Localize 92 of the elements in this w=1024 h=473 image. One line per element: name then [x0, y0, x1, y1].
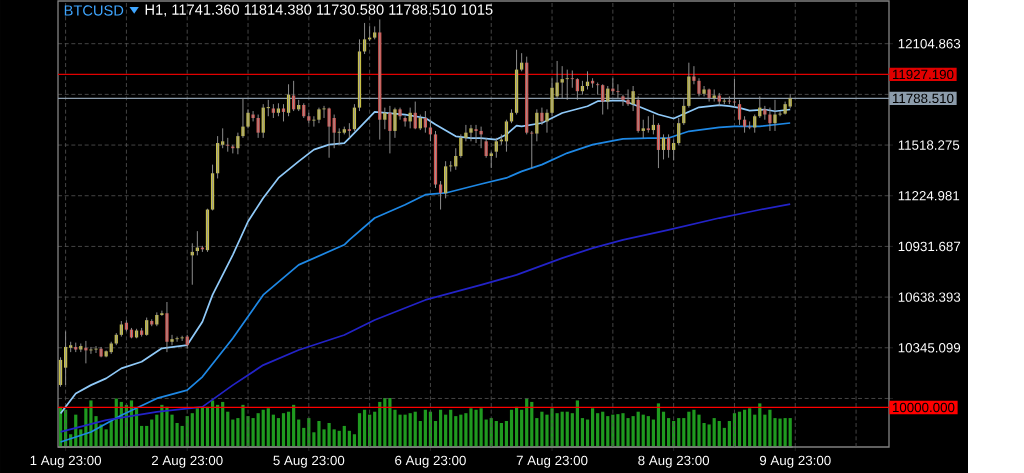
- bar: [682, 418, 686, 447]
- bar: [560, 411, 564, 447]
- bar: [357, 413, 362, 447]
- bar: [788, 418, 792, 447]
- bar: [281, 413, 286, 447]
- bar: [737, 411, 742, 447]
- bar: [342, 425, 346, 447]
- bar: [104, 429, 108, 447]
- bar: [226, 411, 230, 447]
- ref-line-label: 11927.190: [892, 69, 954, 80]
- x-tick-label: 2 Aug 23:00: [151, 455, 223, 468]
- bar: [575, 400, 579, 447]
- bar: [687, 411, 691, 447]
- bar: [753, 414, 757, 447]
- bar: [261, 409, 265, 447]
- y-tick-label: 12104.863: [898, 38, 961, 49]
- bar: [555, 413, 559, 447]
- bar: [266, 408, 270, 447]
- bar: [332, 429, 336, 447]
- bar: [373, 411, 377, 447]
- bar: [717, 421, 721, 447]
- bar: [677, 418, 681, 447]
- ref-line-label: 10000.000: [892, 402, 955, 413]
- bar: [494, 421, 498, 447]
- bar: [742, 409, 747, 447]
- y-tick-label: 10345.099: [898, 343, 961, 353]
- bar: [504, 421, 509, 447]
- bar: [646, 416, 650, 447]
- bar: [763, 414, 767, 447]
- x-tick-label: 1 Aug 23:00: [30, 455, 102, 468]
- bar: [596, 413, 600, 447]
- bar: [758, 403, 762, 447]
- bar: [413, 411, 417, 447]
- y-tick-label: 11518.275: [898, 140, 960, 150]
- bar: [454, 416, 458, 447]
- x-tick-label: 7 Aug 23:00: [516, 455, 588, 468]
- y-tick-label: 10638.393: [898, 292, 961, 302]
- y-tick-label: 11224.981: [898, 191, 960, 201]
- bar: [195, 408, 199, 447]
- bar: [286, 411, 291, 447]
- bar: [190, 413, 194, 447]
- bar: [509, 409, 514, 447]
- bar: [276, 418, 281, 447]
- bar: [520, 409, 524, 447]
- bar: [666, 418, 671, 447]
- bar: [712, 418, 716, 447]
- bar: [590, 408, 595, 447]
- chart-title: BTCUSD: [64, 5, 124, 16]
- bar: [433, 421, 438, 447]
- x-tick-label: 9 Aug 23:00: [759, 455, 831, 468]
- bar: [423, 409, 427, 447]
- bar: [140, 425, 144, 447]
- bar: [408, 413, 412, 447]
- bar: [499, 422, 503, 447]
- bar: [606, 416, 610, 447]
- bar: [378, 401, 382, 447]
- bar: [641, 414, 645, 447]
- bar: [707, 424, 711, 447]
- bar: [221, 401, 225, 447]
- bar: [601, 411, 605, 447]
- bar: [444, 414, 448, 447]
- bar: [449, 409, 453, 447]
- x-tick-label: 6 Aug 23:00: [395, 455, 466, 468]
- bar: [565, 411, 569, 447]
- bar: [748, 408, 752, 447]
- bar: [636, 411, 640, 447]
- bar: [236, 418, 240, 447]
- bar: [271, 414, 275, 447]
- bar: [656, 403, 661, 447]
- bar: [570, 413, 574, 447]
- bar: [362, 409, 367, 447]
- bar: [479, 408, 483, 447]
- y-tick-label: 10931.687: [898, 241, 961, 252]
- line-series: [59, 203, 792, 433]
- bar: [525, 398, 529, 447]
- bar: [631, 416, 635, 447]
- bar: [418, 421, 422, 447]
- chart-subtitle: H1, 11741.360 11814.380 11730.580 11788.510 1015: [145, 4, 493, 17]
- bar: [661, 411, 666, 447]
- bar: [530, 401, 534, 447]
- x-tick-label: 8 Aug 23:00: [638, 455, 710, 468]
- bar: [535, 418, 539, 447]
- bar: [727, 421, 731, 447]
- bar: [459, 414, 463, 447]
- bar: [155, 414, 159, 447]
- bar: [783, 418, 787, 447]
- bar: [438, 409, 443, 447]
- bar: [580, 418, 585, 447]
- x-tick-label: 5 Aug 23:00: [273, 455, 345, 468]
- ref-line-label: 11788.510: [892, 93, 954, 104]
- bar: [180, 425, 184, 447]
- bar: [256, 413, 260, 447]
